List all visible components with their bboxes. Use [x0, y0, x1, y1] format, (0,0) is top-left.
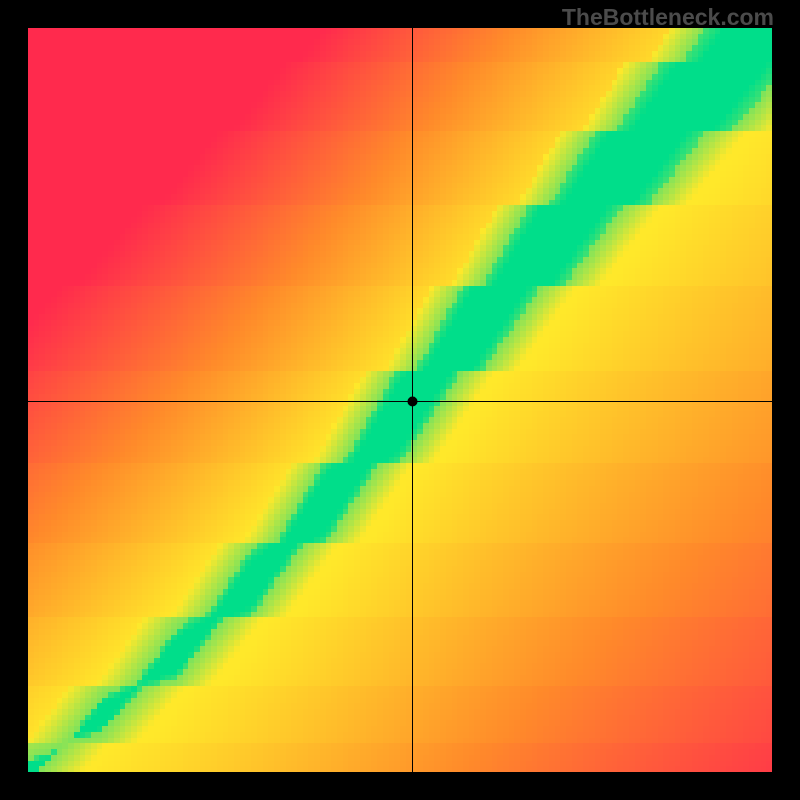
chart-container: { "watermark": { "text": "TheBottleneck.… — [0, 0, 800, 800]
watermark-text: TheBottleneck.com — [562, 4, 774, 31]
bottleneck-heatmap — [28, 28, 772, 772]
